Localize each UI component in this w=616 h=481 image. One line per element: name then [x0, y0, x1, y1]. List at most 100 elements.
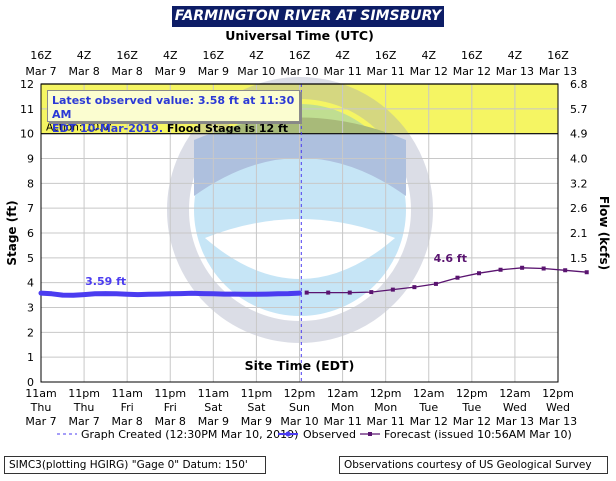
top-tick-time: 16Z: [289, 49, 311, 62]
bottom-tick-time: 11am: [25, 387, 56, 400]
forecast-point: [542, 267, 546, 271]
top-tick-time: 4Z: [77, 49, 92, 62]
top-tick-date: Mar 7: [25, 65, 56, 78]
observed-point: [297, 291, 301, 295]
bottom-tick-day: Wed: [503, 401, 527, 414]
forecast-point: [369, 290, 373, 294]
bottom-tick-date: Mar 8: [112, 415, 143, 428]
bottom-tick-day: Thu: [30, 401, 52, 414]
bottom-tick-day: Mon: [374, 401, 397, 414]
bottom-tick-date: Mar 11: [367, 415, 405, 428]
forecast-point: [499, 268, 503, 272]
bottom-tick-day: Fri: [164, 401, 177, 414]
y2-tick-label: 5.7: [570, 103, 588, 116]
bottom-tick-date: Mar 8: [155, 415, 186, 428]
bottom-tick-time: 11pm: [154, 387, 186, 400]
bottom-tick-date: Mar 12: [453, 415, 491, 428]
top-tick-time: 16Z: [203, 49, 225, 62]
y2-axis-title: Flow (kcfs): [597, 196, 611, 270]
top-tick-date: Mar 8: [112, 65, 143, 78]
y-tick-label: 10: [20, 128, 34, 141]
bottom-tick-day: Sun: [289, 401, 310, 414]
latest-observation-box: Latest observed value: 3.58 ft at 11:30 …: [47, 90, 300, 122]
chart-title: FARMINGTON RIVER AT SIMSBURY: [172, 6, 444, 27]
y-tick-label: 1: [27, 351, 34, 364]
y-axis-title: Stage (ft): [5, 200, 19, 265]
bottom-tick-date: Mar 13: [539, 415, 577, 428]
top-tick-date: Mar 13: [539, 65, 577, 78]
bottom-tick-date: Mar 7: [25, 415, 56, 428]
latest-observation-date: EDT 10-Mar-2019.: [52, 122, 163, 135]
y2-tick-label: 1.5: [570, 252, 588, 265]
top-tick-time: 4Z: [421, 49, 436, 62]
observed-point: [39, 291, 43, 295]
gauge-datum-footer: SIMC3(plotting HGIRG) "Gage 0" Datum: 15…: [4, 456, 266, 474]
top-tick-date: Mar 10: [237, 65, 275, 78]
y-tick-label: 7: [27, 202, 34, 215]
bottom-tick-day: Thu: [73, 401, 95, 414]
forecast-point: [348, 291, 352, 295]
top-tick-date: Mar 12: [453, 65, 491, 78]
top-tick-date: Mar 11: [367, 65, 405, 78]
bottom-tick-date: Mar 7: [68, 415, 99, 428]
bottom-tick-time: 12pm: [456, 387, 488, 400]
observed-point: [93, 292, 97, 296]
top-tick-date: Mar 9: [198, 65, 229, 78]
y-tick-label: 3: [27, 302, 34, 315]
legend-observed-marker: [286, 432, 291, 437]
observed-point: [71, 293, 75, 297]
observed-point: [50, 292, 54, 296]
top-tick-date: Mar 10: [280, 65, 318, 78]
bottom-tick-date: Mar 9: [198, 415, 229, 428]
forecast-point: [477, 271, 481, 275]
top-tick-date: Mar 8: [68, 65, 99, 78]
bottom-tick-date: Mar 13: [496, 415, 534, 428]
observed-point: [60, 293, 64, 297]
y-tick-label: 11: [20, 103, 34, 116]
data-source-footer: Observations courtesy of US Geological S…: [339, 456, 608, 474]
forecast-point: [520, 266, 524, 270]
bottom-tick-time: 11pm: [68, 387, 100, 400]
legend-observed-label: Observed: [303, 428, 356, 441]
top-tick-time: 4Z: [508, 49, 523, 62]
y-tick-label: 9: [27, 153, 34, 166]
observed-point: [222, 292, 226, 296]
observed-point: [200, 291, 204, 295]
top-tick-time: 16Z: [116, 49, 138, 62]
observed-point: [147, 292, 151, 296]
bottom-tick-time: 12am: [413, 387, 444, 400]
observed-point: [103, 291, 107, 295]
forecast-point: [434, 282, 438, 286]
legend-created-label: Graph Created (12:30PM Mar 10, 2019): [81, 428, 298, 441]
observed-point: [179, 291, 183, 295]
y2-tick-label: 2.1: [570, 227, 588, 240]
observed-point: [168, 292, 172, 296]
forecast-peak-label: 4.6 ft: [434, 252, 467, 265]
y2-tick-label: 4.9: [570, 128, 588, 141]
forecast-point: [326, 291, 330, 295]
top-axis-title: Universal Time (UTC): [225, 28, 374, 43]
top-tick-time: 4Z: [249, 49, 264, 62]
latest-observation-line1: Latest observed value: 3.58 ft at 11:30 …: [52, 94, 295, 122]
y2-tick-label: 4.0: [570, 153, 588, 166]
forecast-point: [585, 270, 589, 274]
top-tick-time: 16Z: [461, 49, 483, 62]
y-tick-label: 6: [27, 227, 34, 240]
top-tick-time: 16Z: [30, 49, 52, 62]
y-tick-label: 8: [27, 177, 34, 190]
top-tick-time: 4Z: [163, 49, 178, 62]
observed-point: [276, 292, 280, 296]
observed-point: [190, 291, 194, 295]
top-tick-time: 4Z: [335, 49, 350, 62]
bottom-tick-date: Mar 10: [280, 415, 318, 428]
forecast-point: [391, 288, 395, 292]
top-tick-date: Mar 11: [323, 65, 361, 78]
top-tick-time: 16Z: [547, 49, 569, 62]
observed-point: [157, 292, 161, 296]
bottom-tick-time: 11pm: [241, 387, 273, 400]
observed-point: [243, 292, 247, 296]
top-tick-date: Mar 12: [410, 65, 448, 78]
legend-forecast-label: Forecast (issued 10:56AM Mar 10): [384, 428, 572, 441]
bottom-tick-time: 12am: [327, 387, 358, 400]
